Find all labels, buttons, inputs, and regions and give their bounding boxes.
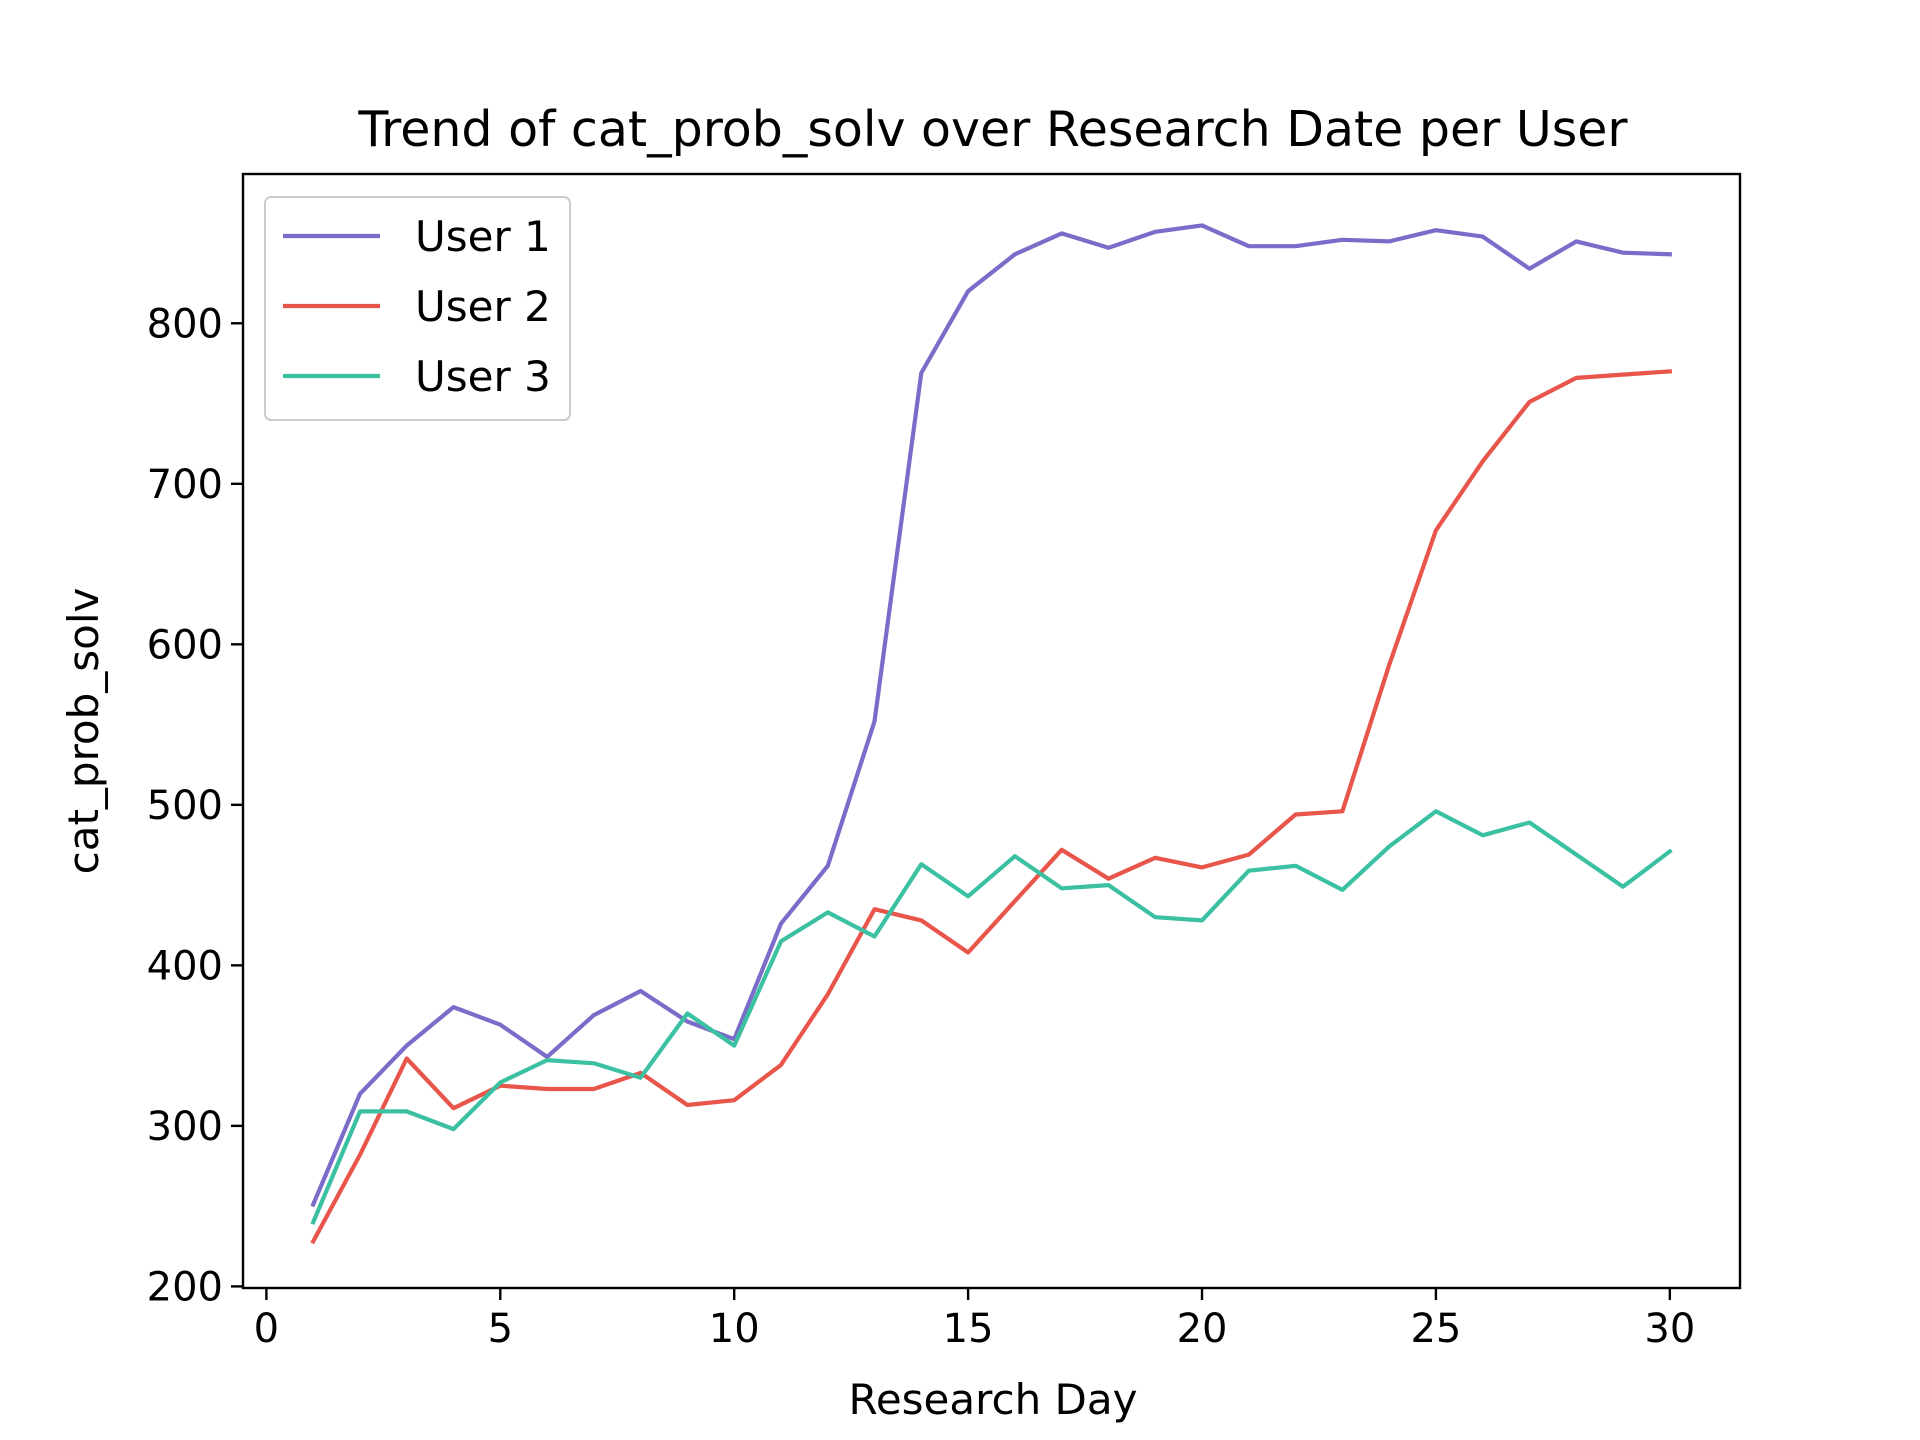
x-tick-label: 25 (1410, 1306, 1461, 1352)
x-tick-label: 10 (709, 1306, 760, 1352)
y-tick-label: 600 (147, 622, 223, 668)
y-tick-label: 200 (147, 1264, 223, 1310)
series-line-user-2 (310, 369, 1673, 1245)
legend-label: User 2 (415, 282, 551, 331)
y-tick-label: 300 (147, 1104, 223, 1150)
x-axis-label: Research Day (849, 1375, 1138, 1424)
y-tick-label: 800 (147, 301, 223, 347)
legend-items: User 1 User 2 User 3 (283, 212, 551, 401)
y-tick-label: 400 (147, 943, 223, 989)
series-line-user-1 (310, 223, 1672, 1208)
legend-item-user-2: User 2 (283, 282, 551, 331)
y-tick-label: 500 (147, 783, 223, 829)
legend-box (264, 196, 571, 421)
legend-label: User 1 (415, 212, 551, 261)
x-tick-label: 30 (1644, 1306, 1695, 1352)
legend-item-user-3: User 3 (283, 352, 551, 401)
x-axis-ticks: 0 5 10 15 20 25 30 (254, 1288, 1695, 1352)
y-axis-ticks: 200 300 400 500 600 700 800 (147, 301, 243, 1310)
series-line-user-3 (310, 809, 1673, 1225)
x-tick-label: 5 (488, 1306, 513, 1352)
x-tick-label: 15 (943, 1306, 994, 1352)
plot-frame (241, 172, 1742, 1290)
y-tick-label: 700 (147, 462, 223, 508)
x-tick-label: 0 (254, 1306, 279, 1352)
series-layer (310, 223, 1673, 1245)
legend-label: User 3 (415, 352, 551, 401)
x-tick-label: 20 (1177, 1306, 1228, 1352)
legend-item-user-1: User 1 (283, 212, 551, 261)
chart-title: Trend of cat_prob_solv over Research Dat… (357, 101, 1628, 158)
legend: User 1 User 2 User 3 (264, 196, 571, 421)
y-axis-label: cat_prob_solv (59, 588, 108, 875)
